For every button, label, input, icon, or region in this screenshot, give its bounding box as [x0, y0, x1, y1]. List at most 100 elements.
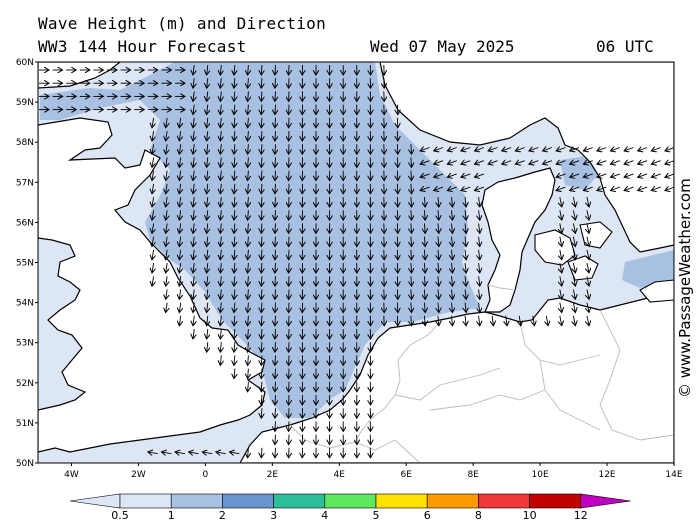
wave-arrow	[179, 302, 180, 313]
lat-tick-label: 50N	[16, 459, 34, 469]
wave-arrow	[220, 91, 221, 101]
wave-arrow	[611, 187, 621, 190]
wave-arrow	[275, 170, 276, 181]
wave-arrow	[275, 130, 276, 141]
wave-arrow	[166, 289, 168, 299]
colorbar-label: 3	[270, 509, 277, 522]
wave-arrow	[275, 328, 276, 339]
wave-arrow	[583, 187, 593, 190]
wave-arrow	[261, 157, 262, 167]
wave-arrow	[248, 289, 249, 299]
wave-arrow	[207, 262, 208, 273]
wave-arrow	[438, 289, 439, 299]
wave-arrow	[573, 249, 575, 260]
wave-arrow	[207, 183, 208, 194]
lat-tick-label: 53N	[16, 339, 34, 349]
wave-arrow	[216, 452, 226, 454]
wave-arrow	[152, 276, 154, 286]
wave-arrow	[179, 117, 180, 128]
wave-arrow	[261, 262, 262, 273]
colorbar-segment	[222, 493, 274, 509]
wave-arrow	[424, 276, 425, 286]
wave-arrow	[651, 147, 661, 150]
wave-arrow	[556, 174, 566, 177]
wave-arrow	[583, 147, 593, 150]
wave-arrow	[434, 174, 444, 177]
wave-arrow	[570, 161, 580, 164]
wave-arrow	[638, 187, 648, 190]
wave-arrow	[583, 174, 593, 177]
wave-arrow	[488, 147, 498, 150]
wave-arrow	[261, 78, 262, 88]
wave-arrow	[261, 368, 262, 379]
wave-arrow	[248, 328, 249, 339]
wave-arrow	[179, 262, 180, 273]
wave-arrow	[261, 104, 262, 115]
colorbar-segment	[324, 493, 377, 509]
wave-arrow	[411, 157, 412, 167]
wave-arrow	[479, 196, 480, 207]
wave-arrow	[207, 210, 208, 220]
colorbar-segment	[375, 493, 428, 509]
wave-arrow	[420, 161, 430, 164]
lon-tick-label: 4W	[64, 470, 79, 480]
wave-arrow	[465, 315, 466, 326]
wave-arrow	[411, 144, 412, 154]
wave-arrow	[248, 276, 249, 286]
wave-arrow	[438, 315, 439, 326]
wave-arrow	[166, 157, 168, 167]
wave-arrow	[152, 130, 154, 141]
wave-arrow	[461, 161, 471, 164]
wave-arrow	[220, 170, 221, 181]
lat-tick-label: 60N	[16, 58, 34, 68]
wave-arrow	[434, 187, 444, 190]
wave-arrow	[220, 355, 221, 365]
wave-arrow	[207, 236, 208, 247]
wave-arrow	[560, 223, 562, 233]
wave-arrow	[261, 196, 262, 207]
wave-arrow	[438, 262, 439, 273]
wave-arrow	[166, 276, 168, 286]
wave-arrow	[248, 447, 249, 458]
wave-arrow	[461, 147, 471, 150]
wave-arrow	[424, 196, 425, 207]
wave-arrow	[234, 78, 235, 88]
wave-arrow	[411, 315, 412, 326]
country-borders	[289, 284, 674, 463]
wave-arrow	[275, 381, 276, 392]
wave-arrow	[234, 130, 235, 141]
wave-arrow	[261, 170, 262, 181]
lat-tick-label: 55N	[16, 259, 34, 269]
lon-tick-label: 4E	[334, 470, 346, 480]
wave-arrow	[465, 223, 466, 233]
wave-arrow	[465, 289, 466, 299]
wave-arrow	[465, 262, 466, 273]
wave-arrow	[193, 289, 194, 299]
wave-arrow	[275, 302, 276, 313]
wave-arrow	[261, 408, 262, 418]
wave-arrow	[193, 276, 194, 286]
wave-arrow	[148, 452, 158, 454]
wave-arrow	[248, 130, 249, 141]
wave-arrow	[248, 144, 249, 154]
wave-arrow	[248, 117, 249, 128]
wave-arrow	[152, 223, 154, 233]
wave-arrow	[560, 249, 562, 260]
wave-arrow	[570, 147, 580, 150]
wave-arrow	[411, 236, 412, 247]
wave-arrow	[261, 249, 262, 260]
wave-arrow	[207, 117, 208, 128]
wave-arrow	[234, 117, 235, 128]
wave-arrow	[152, 210, 154, 220]
map-axes: 60N 59N 58N 57N 56N 55N 54N 53N 52N 51N 50N 4W 2W 0 2E…	[16, 58, 683, 480]
wave-arrow	[275, 394, 276, 405]
wave-arrow	[452, 276, 453, 286]
wave-arrow	[452, 196, 453, 207]
wave-arrow	[193, 262, 194, 273]
wave-arrow	[411, 302, 412, 313]
wave-arrow	[488, 161, 498, 164]
wave-arrow	[220, 302, 221, 313]
wave-arrow	[161, 452, 172, 454]
wave-arrow	[234, 276, 235, 286]
wave-arrow	[179, 130, 180, 141]
